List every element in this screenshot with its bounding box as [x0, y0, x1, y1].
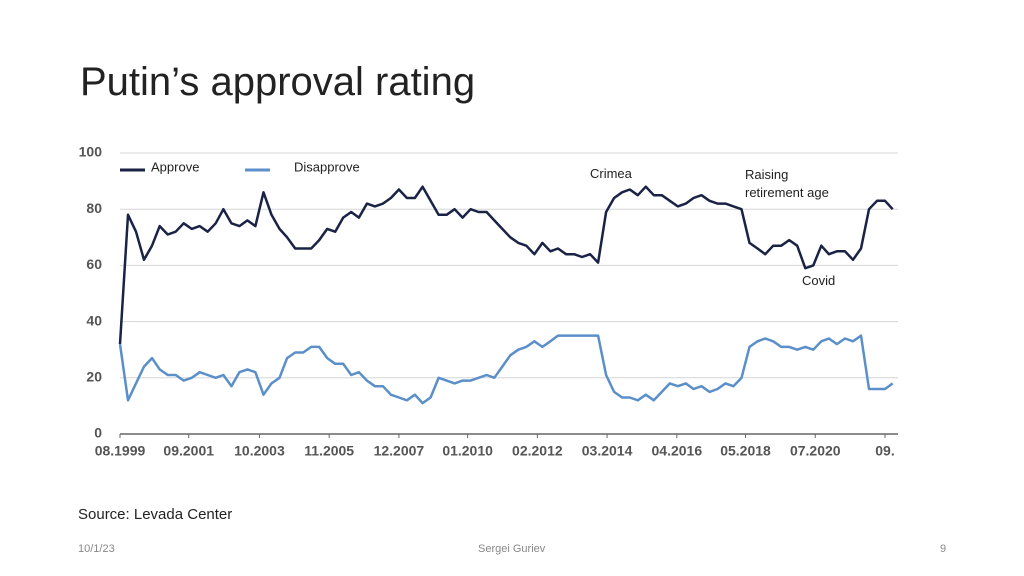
- y-tick-label: 0: [94, 425, 102, 441]
- slide-title: Putin’s approval rating: [80, 60, 476, 104]
- x-tick-label: 02.2012: [512, 443, 563, 459]
- x-tick-label: 05.2018: [720, 443, 771, 459]
- x-tick-label: 12.2007: [374, 443, 425, 459]
- y-tick-label: 80: [86, 200, 102, 216]
- y-tick-label: 20: [86, 369, 102, 385]
- footer-author: Sergei Guriev: [478, 543, 546, 555]
- y-tick-label: 40: [86, 312, 102, 328]
- footer-date: 10/1/23: [78, 543, 115, 555]
- series-line: [118, 185, 894, 345]
- x-tick-label: 08.1999: [95, 443, 146, 459]
- legend-label: Approve: [151, 159, 199, 174]
- annotation: Crimea: [590, 166, 632, 181]
- x-tick-label: 09.2001: [163, 443, 214, 459]
- x-tick-label: 07.2020: [790, 443, 841, 459]
- y-tick-label: 100: [79, 144, 103, 160]
- x-tick-label: 09.: [875, 443, 894, 459]
- annotation: Covid: [802, 273, 836, 288]
- x-tick-label: 04.2016: [652, 443, 703, 459]
- x-tick-label: 03.2014: [582, 443, 633, 459]
- x-tick-label: 01.2010: [442, 443, 493, 459]
- page-number: 9: [940, 543, 947, 555]
- x-tick-label: 11.2005: [304, 443, 354, 459]
- y-tick-label: 60: [86, 256, 102, 272]
- annotation: Raising retirement age: [745, 167, 829, 200]
- x-tick-label: 10.2003: [234, 443, 285, 459]
- legend-label: Disapprove: [294, 159, 360, 174]
- source: Source: Levada Center: [78, 506, 233, 523]
- series-line: [118, 334, 894, 405]
